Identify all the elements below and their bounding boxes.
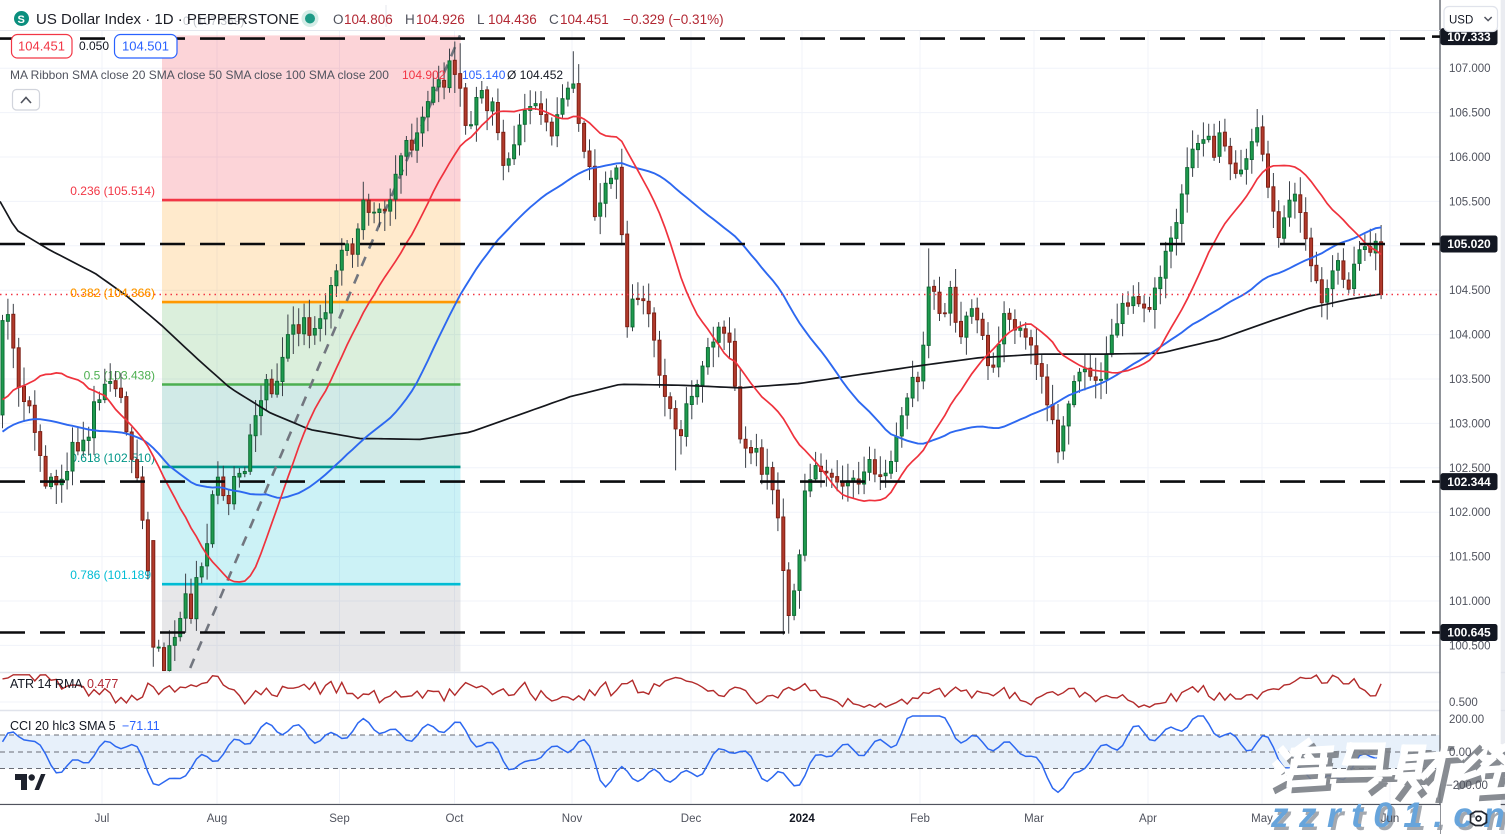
svg-text:106.000: 106.000 <box>1449 152 1491 164</box>
svg-text:H: H <box>405 12 415 27</box>
svg-text:105.020: 105.020 <box>1447 237 1491 251</box>
svg-text:0.5 (103.438): 0.5 (103.438) <box>84 369 155 383</box>
svg-text:0.500: 0.500 <box>1449 697 1478 709</box>
svg-text:S: S <box>18 14 25 26</box>
svg-text:May: May <box>1251 813 1273 825</box>
svg-text:101.500: 101.500 <box>1449 552 1491 564</box>
svg-text:104.806: 104.806 <box>344 12 393 27</box>
svg-text:zzrt01.cn: zzrt01.cn <box>1270 796 1505 834</box>
svg-text:0.382 (104.366): 0.382 (104.366) <box>70 286 155 300</box>
svg-text:0.477: 0.477 <box>87 677 118 691</box>
svg-text:Oct: Oct <box>446 813 465 825</box>
svg-text:103.500: 103.500 <box>1449 374 1491 386</box>
svg-text:C: C <box>549 12 559 27</box>
svg-text:102.000: 102.000 <box>1449 507 1491 519</box>
svg-text:104.451: 104.451 <box>560 12 609 27</box>
svg-text:103.000: 103.000 <box>1449 418 1491 430</box>
svg-text:100.645: 100.645 <box>1447 626 1491 640</box>
svg-text:Ø 104.452: Ø 104.452 <box>507 68 563 82</box>
svg-text:104.451: 104.451 <box>18 39 65 54</box>
svg-text:Apr: Apr <box>1139 813 1157 825</box>
svg-text:104.500: 104.500 <box>1449 285 1491 297</box>
svg-text:105.140: 105.140 <box>462 68 506 82</box>
svg-text:Jun: Jun <box>1381 813 1400 825</box>
svg-text:105.500: 105.500 <box>1449 196 1491 208</box>
svg-text:104.000: 104.000 <box>1449 330 1491 342</box>
svg-text:Mar: Mar <box>1024 813 1044 825</box>
svg-text:104.902: 104.902 <box>402 68 446 82</box>
svg-text:O: O <box>333 12 344 27</box>
svg-text:101.000: 101.000 <box>1449 596 1491 608</box>
svg-text:0.382 (104.366): 0.382 (104.366) <box>70 286 155 300</box>
svg-text:107.000: 107.000 <box>1449 63 1491 75</box>
svg-text:102.344: 102.344 <box>1447 475 1491 489</box>
svg-text:0 (107.369): 0 (107.369) <box>183 14 244 28</box>
svg-text:104.501: 104.501 <box>122 39 169 54</box>
svg-text:104.926: 104.926 <box>416 12 465 27</box>
svg-text:2024: 2024 <box>789 813 815 825</box>
svg-text:104.436: 104.436 <box>488 12 537 27</box>
svg-text:107.333: 107.333 <box>1447 30 1491 44</box>
svg-text:102.500: 102.500 <box>1449 463 1491 475</box>
svg-text:0.236 (105.514): 0.236 (105.514) <box>70 184 155 198</box>
svg-text:106.500: 106.500 <box>1449 108 1491 120</box>
svg-text:CCI 20 hlc3 SMA 5: CCI 20 hlc3 SMA 5 <box>10 719 116 733</box>
svg-text:L: L <box>477 12 485 27</box>
svg-text:−200.00: −200.00 <box>1446 780 1488 792</box>
svg-text:0.618 (102.510): 0.618 (102.510) <box>70 451 155 465</box>
svg-text:0.00: 0.00 <box>1449 747 1471 759</box>
svg-text:Sep: Sep <box>329 813 349 825</box>
svg-text:Jul: Jul <box>95 813 110 825</box>
svg-text:200.00: 200.00 <box>1449 714 1484 726</box>
svg-text:zzrt01.cn: zzrt01.cn <box>1273 799 1505 834</box>
svg-text:Nov: Nov <box>562 813 583 825</box>
svg-text:Feb: Feb <box>910 813 930 825</box>
svg-text:Dec: Dec <box>681 813 702 825</box>
svg-text:US Dollar Index · 1D · PEPPERS: US Dollar Index · 1D · PEPPERSTONE <box>36 11 299 28</box>
svg-text:0.050: 0.050 <box>79 39 109 53</box>
svg-text:100.500: 100.500 <box>1449 640 1491 652</box>
svg-text:MA Ribbon SMA close 20 SMA clo: MA Ribbon SMA close 20 SMA close 50 SMA … <box>10 68 389 82</box>
svg-text:ATR 14 RMA: ATR 14 RMA <box>10 677 83 691</box>
svg-text:USD: USD <box>1449 15 1473 27</box>
svg-text:Aug: Aug <box>207 813 227 825</box>
svg-text:−0.329 (−0.31%): −0.329 (−0.31%) <box>623 12 724 27</box>
svg-text:0.786 (101.189): 0.786 (101.189) <box>70 568 155 582</box>
svg-text:−71.11: −71.11 <box>122 719 160 733</box>
